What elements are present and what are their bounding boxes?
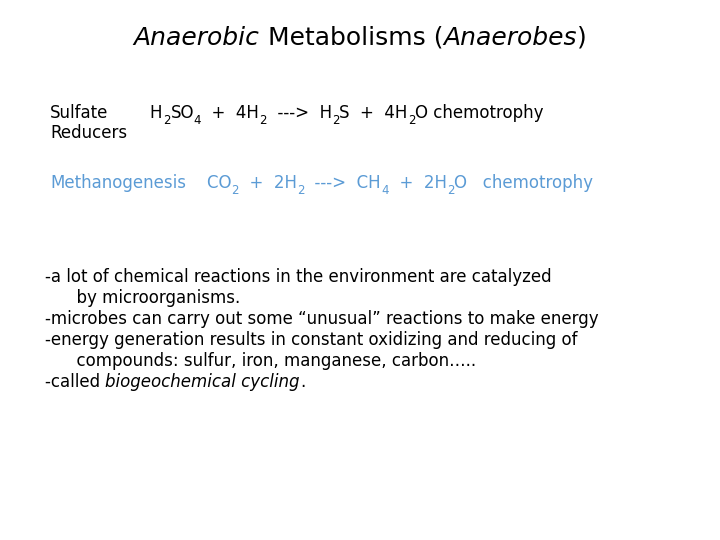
Text: 4: 4 bbox=[194, 114, 202, 127]
Text: Metabolisms (: Metabolisms ( bbox=[260, 26, 443, 50]
Text: 2: 2 bbox=[332, 114, 339, 127]
Text: 2: 2 bbox=[259, 114, 266, 127]
Text: 2: 2 bbox=[163, 114, 171, 127]
Text: by microorganisms.: by microorganisms. bbox=[45, 289, 240, 307]
Text: --->  H: ---> H bbox=[266, 104, 332, 122]
Text: H: H bbox=[109, 104, 163, 122]
Text: Anaerobic: Anaerobic bbox=[134, 26, 260, 50]
Text: ): ) bbox=[577, 26, 586, 50]
Text: CO: CO bbox=[186, 174, 232, 192]
Text: Sulfate: Sulfate bbox=[50, 104, 109, 122]
Text: compounds: sulfur, iron, manganese, carbon…..: compounds: sulfur, iron, manganese, carb… bbox=[45, 352, 476, 370]
Text: Reducers: Reducers bbox=[50, 124, 127, 142]
Text: 2: 2 bbox=[408, 114, 415, 127]
Text: --->  CH: ---> CH bbox=[305, 174, 381, 192]
Text: -microbes can carry out some “unusual” reactions to make energy: -microbes can carry out some “unusual” r… bbox=[45, 310, 598, 328]
Text: 4: 4 bbox=[381, 184, 389, 197]
Text: Anaerobes: Anaerobes bbox=[443, 26, 577, 50]
Text: biogeochemical cycling: biogeochemical cycling bbox=[105, 373, 300, 391]
Text: O chemotrophy: O chemotrophy bbox=[415, 104, 544, 122]
Text: +  2H: + 2H bbox=[239, 174, 297, 192]
Text: O   chemotrophy: O chemotrophy bbox=[454, 174, 593, 192]
Text: -a lot of chemical reactions in the environment are catalyzed: -a lot of chemical reactions in the envi… bbox=[45, 268, 552, 286]
Text: Methanogenesis: Methanogenesis bbox=[50, 174, 186, 192]
Text: .: . bbox=[300, 373, 305, 391]
Text: 2: 2 bbox=[297, 184, 305, 197]
Text: 2: 2 bbox=[446, 184, 454, 197]
Text: S  +  4H: S + 4H bbox=[339, 104, 408, 122]
Text: +  2H: + 2H bbox=[389, 174, 446, 192]
Text: -energy generation results in constant oxidizing and reducing of: -energy generation results in constant o… bbox=[45, 331, 577, 349]
Text: SO: SO bbox=[171, 104, 194, 122]
Text: +  4H: + 4H bbox=[202, 104, 259, 122]
Text: -called: -called bbox=[45, 373, 105, 391]
Text: 2: 2 bbox=[232, 184, 239, 197]
